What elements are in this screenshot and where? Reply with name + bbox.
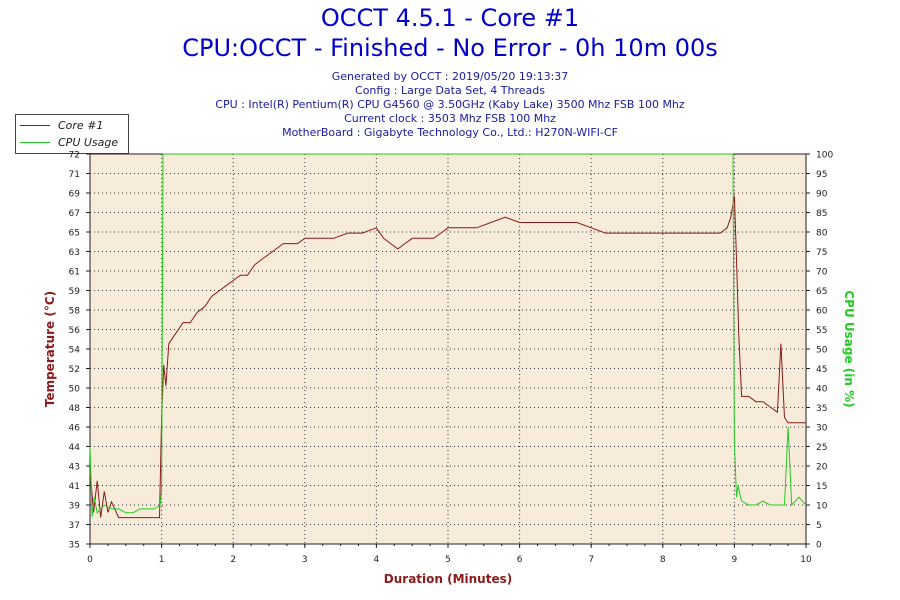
left-tick-label: 37 [69,521,80,531]
series-cpu-usage-line [89,153,807,517]
info-cpu: CPU : Intel(R) Pentium(R) CPU G4560 @ 3.… [215,98,685,111]
x-tick-label: 9 [732,555,738,565]
left-tick-label: 44 [69,443,81,453]
info-generated: Generated by OCCT : 2019/05/20 19:13:37 [331,70,569,83]
info-clock: Current clock : 3503 Mhz FSB 100 Mhz [344,112,556,125]
right-tick-label: 5 [816,521,822,531]
right-tick-label: 40 [816,385,828,395]
left-tick-label: 59 [69,287,81,297]
right-tick-label: 85 [816,209,827,219]
left-tick-label: 52 [69,365,80,375]
left-tick-label: 46 [69,424,81,434]
left-tick-label: 69 [69,190,81,200]
chart-title: OCCT 4.5.1 - Core #1 [320,4,580,32]
x-tick-label: 2 [230,555,236,565]
left-tick-label: 56 [69,326,81,336]
x-tick-label: 8 [660,555,666,565]
right-tick-label: 100 [816,151,833,161]
left-tick-label: 50 [69,385,81,395]
x-tick-label: 5 [445,555,451,565]
left-tick-label: 58 [69,307,81,317]
right-tick-label: 25 [816,443,827,453]
legend-label-core1: Core #1 [58,118,104,132]
series-core1-line [89,196,806,519]
right-tick-label: 80 [816,229,828,239]
right-tick-label: 95 [816,170,827,180]
left-tick-label: 72 [69,151,80,161]
x-tick-label: 0 [87,555,93,565]
right-tick-label: 65 [816,287,827,297]
right-tick-label: 20 [816,463,828,473]
legend-swatch-cpu-usage [20,141,50,143]
y-axis-label-right: CPU Usage (in %) [842,290,856,407]
series-lines [89,153,807,519]
legend-item-core1: Core #1 [20,117,103,133]
right-tick-label: 70 [816,268,828,278]
left-tick-label: 39 [69,502,81,512]
legend-label-cpu-usage: CPU Usage [58,135,119,149]
grid-lines [90,154,806,544]
right-tick-label: 50 [816,346,828,356]
left-tick-label: 35 [69,541,80,551]
chart-subtitle: CPU:OCCT - Finished - No Error - 0h 10m … [182,34,718,62]
legend-swatch-core1 [20,124,50,126]
left-tick-label: 43 [69,463,80,473]
right-tick-label: 35 [816,404,827,414]
x-axis: 0 1 2 3 4 5 6 7 8 9 10 [87,544,812,565]
left-tick-label: 41 [69,482,80,492]
left-tick-label: 65 [69,229,80,239]
right-tick-label: 75 [816,248,827,258]
x-tick-label: 4 [374,555,380,565]
left-tick-label: 48 [69,404,81,414]
right-tick-label: 30 [816,424,828,434]
y-axis-label-left: Temperature (°C) [43,291,57,407]
left-axis: 35 37 39 41 43 44 46 48 50 52 54 56 58 59 61 63 65 67 69 71… [69,151,90,551]
right-tick-label: 60 [816,307,828,317]
right-tick-label: 55 [816,326,827,336]
info-motherboard: MotherBoard : Gigabyte Technology Co., L… [282,126,618,139]
x-tick-label: 7 [588,555,594,565]
x-tick-label: 1 [159,555,165,565]
x-tick-label: 6 [517,555,523,565]
right-tick-label: 10 [816,502,828,512]
right-tick-label: 90 [816,190,828,200]
left-tick-label: 67 [69,209,80,219]
right-tick-label: 45 [816,365,827,375]
right-tick-label: 0 [816,541,822,551]
left-tick-label: 63 [69,248,80,258]
legend-item-cpu-usage: CPU Usage [20,134,118,150]
left-tick-label: 61 [69,268,80,278]
right-axis: 0 5 10 15 20 25 30 35 40 45 50 55 60 65 70 75 80 85 90 95 10… [806,151,833,551]
x-tick-label: 10 [800,555,812,565]
chart-legend: Core #1 CPU Usage [15,114,129,154]
info-config: Config : Large Data Set, 4 Threads [355,84,545,97]
right-tick-label: 15 [816,482,827,492]
left-tick-label: 71 [69,170,80,180]
x-axis-label: Duration (Minutes) [384,572,512,586]
x-tick-label: 3 [302,555,308,565]
left-tick-label: 54 [69,346,81,356]
